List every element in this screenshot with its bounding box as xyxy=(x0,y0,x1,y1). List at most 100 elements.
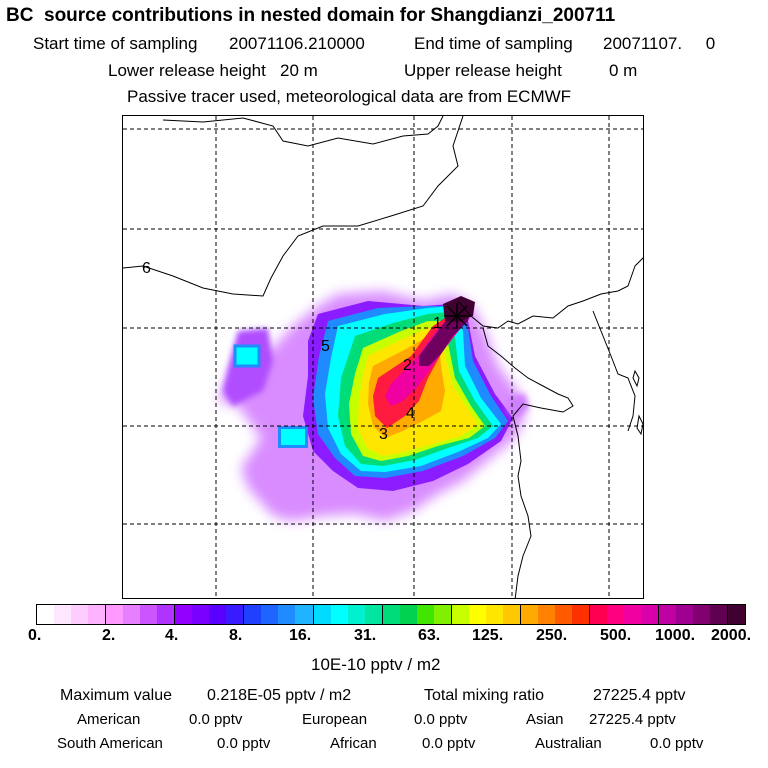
colorbar-swatch xyxy=(192,605,210,624)
colorbar-swatch xyxy=(468,605,486,624)
upper-release-label: Upper release height xyxy=(404,61,562,80)
plume-west-cyan xyxy=(233,344,261,368)
region-name: Australian xyxy=(535,735,602,752)
max-value: 0.218E-05 pptv / m2 xyxy=(207,687,352,704)
colorbar-tick: 63. xyxy=(418,627,441,644)
colorbar-swatch xyxy=(554,605,572,624)
site-label-4: 4 xyxy=(406,405,415,422)
colorbar-swatch xyxy=(450,605,469,624)
colorbar-swatch xyxy=(157,605,175,624)
region-name: American xyxy=(77,711,141,728)
colorbar-swatch xyxy=(88,605,106,624)
colorbar-tick: 125. xyxy=(472,627,504,644)
colorbar-tick: 2000. xyxy=(711,627,752,644)
colorbar-tick: 4. xyxy=(165,627,179,644)
colorbar-swatch xyxy=(571,605,589,624)
site-label-5: 5 xyxy=(321,338,330,355)
border-north xyxy=(162,116,444,147)
region-name: South American xyxy=(57,735,163,752)
region-name: African xyxy=(330,735,377,752)
colorbar-swatch xyxy=(364,605,382,624)
island-2 xyxy=(636,414,643,436)
start-time-label: Start time of sampling xyxy=(33,34,198,53)
coastline-shandong xyxy=(482,327,574,598)
colorbar-swatch xyxy=(37,605,55,624)
coastline-bohai xyxy=(457,257,643,329)
colorbar-swatch xyxy=(399,605,417,624)
site-label-2: 2 xyxy=(403,357,412,374)
colorbar-tick: 250. xyxy=(536,627,568,644)
colorbar-tick: 2. xyxy=(102,627,116,644)
region-value: 0.0 pptv xyxy=(422,735,476,752)
colorbar-swatch xyxy=(502,605,520,624)
site-label-3: 3 xyxy=(379,426,388,443)
region-value: 27225.4 pptv xyxy=(589,711,676,728)
colorbar-swatch xyxy=(727,605,746,624)
max-value-label: Maximum value xyxy=(60,687,173,704)
coastlines xyxy=(123,116,643,598)
upper-release-value: 0 m xyxy=(609,61,638,80)
colorbar-swatch xyxy=(416,605,434,624)
site-label-6: 6 xyxy=(142,260,151,277)
total-mixing-label: Total mixing ratio xyxy=(424,687,545,704)
region-value: 0.0 pptv xyxy=(650,735,704,752)
figure-title: BC source contributions in nested domain… xyxy=(6,5,616,26)
graticule xyxy=(123,116,643,598)
colorbar-swatch xyxy=(519,605,538,624)
colorbar-swatch xyxy=(140,605,158,624)
colorbar-swatch xyxy=(54,605,72,624)
colorbar-swatch xyxy=(381,605,400,624)
colorbar-tick: 0. xyxy=(28,627,42,644)
end-time-value: 20071107. 0 xyxy=(603,34,716,53)
region-value: 0.0 pptv xyxy=(414,711,468,728)
colorbar-tick: 8. xyxy=(229,627,243,644)
colorbar-tick: 500. xyxy=(600,627,632,644)
end-time-label: End time of sampling xyxy=(414,34,573,53)
colorbar-swatch xyxy=(693,605,711,624)
start-time-value: 20071106.210000 xyxy=(229,34,365,53)
colorbar-swatch xyxy=(278,605,296,624)
colorbar-swatch xyxy=(312,605,331,624)
colorbar-swatch xyxy=(209,605,227,624)
colorbar-swatch xyxy=(710,605,728,624)
tracer-note: Passive tracer used, meteorological data… xyxy=(127,87,572,106)
site-label-1: 1 xyxy=(433,315,442,332)
colorbar-swatch xyxy=(589,605,608,624)
region-value: 0.0 pptv xyxy=(189,711,243,728)
colorbar-swatch xyxy=(105,605,124,624)
region-name: Asian xyxy=(526,711,564,728)
concentration-plume xyxy=(218,291,529,521)
colorbar-swatch xyxy=(641,605,659,624)
colorbar-swatch xyxy=(485,605,503,624)
colorbar-tick: 1000. xyxy=(655,627,696,644)
colorbar-swatch xyxy=(261,605,279,624)
colorbar-swatch xyxy=(174,605,193,624)
colorbar-swatch xyxy=(433,605,451,624)
colorbar-swatch xyxy=(624,605,642,624)
total-mixing-value: 27225.4 pptv xyxy=(593,687,686,704)
colorbar-swatch xyxy=(347,605,365,624)
colorbar-swatch xyxy=(295,605,313,624)
map-panel: 1 2 3 4 5 6 xyxy=(122,115,644,599)
colorbar-tick: 16. xyxy=(289,627,312,644)
colorbar-swatch xyxy=(607,605,625,624)
colorbar-swatch xyxy=(676,605,694,624)
region-name: European xyxy=(302,711,368,728)
plume-cyan-speck xyxy=(281,429,305,445)
lower-release-label: Lower release height xyxy=(108,61,266,80)
coastline-korea xyxy=(592,310,636,432)
map-canvas: 1 2 3 4 5 6 xyxy=(123,116,643,598)
colorbar-swatch xyxy=(243,605,262,624)
region-value: 0.0 pptv xyxy=(217,735,271,752)
colorbar-swatch xyxy=(123,605,141,624)
colorbar-units: 10E-10 pptv / m2 xyxy=(311,655,441,674)
colorbar-swatch xyxy=(71,605,89,624)
colorbar-tick: 31. xyxy=(354,627,377,644)
colorbar-swatch xyxy=(330,605,348,624)
lower-release-value: 20 m xyxy=(280,61,318,80)
colorbar-swatch xyxy=(537,605,555,624)
colorbar xyxy=(36,604,746,625)
island-1 xyxy=(632,369,640,388)
colorbar-swatch xyxy=(226,605,244,624)
colorbar-swatch xyxy=(658,605,677,624)
